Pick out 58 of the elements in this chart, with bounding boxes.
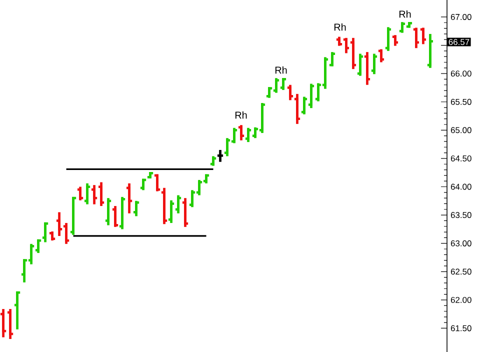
candlestick: [385, 26, 392, 52]
candlestick: [105, 196, 112, 226]
candlestick: [245, 126, 252, 144]
candlestick: [413, 26, 420, 50]
candlestick: [42, 221, 48, 244]
candlestick: [63, 222, 70, 246]
candlestick: [84, 182, 90, 206]
candlestick: [49, 230, 56, 242]
text: 66.57: [448, 39, 470, 45]
candlestick: [35, 238, 42, 254]
candlestick: [266, 86, 272, 100]
candlestick: [294, 92, 300, 126]
y-tick-label: 62.00: [450, 296, 472, 303]
candlestick: [112, 204, 118, 228]
candlestick: [336, 36, 342, 48]
annotation: Rh: [235, 111, 247, 119]
candlestick: [280, 76, 286, 92]
y-tick-label: 65.00: [450, 127, 472, 134]
y-tick-label: 63.00: [450, 240, 472, 246]
candlestick: [301, 96, 308, 116]
candlestick: [14, 290, 20, 331]
candlestick: [273, 76, 280, 94]
candlestick: [91, 184, 98, 206]
candlestick: [154, 173, 160, 192]
candlestick: [168, 199, 174, 224]
candlestick: [182, 196, 188, 228]
y-tick-label: 67.00: [450, 14, 472, 20]
candlestick: [238, 124, 244, 142]
y-tick-label: 61.50: [450, 325, 472, 332]
candlestick: [420, 26, 426, 46]
candlestick: [287, 84, 294, 102]
candlestick: [392, 34, 398, 48]
y-tick-label: 64.00: [450, 184, 472, 190]
candlestick: [7, 308, 14, 340]
candlestick: [343, 36, 350, 54]
y-tick-label: 64.50: [450, 155, 472, 162]
y-tick-label: 62.50: [450, 268, 472, 275]
candlestick: [175, 194, 182, 215]
y-tick-label: 66.00: [450, 70, 472, 77]
y-tick-label: 63.50: [450, 212, 472, 218]
candlestick: [210, 154, 216, 168]
candlestick: [378, 48, 384, 64]
candlestick: [371, 52, 378, 76]
candlestick: [133, 200, 140, 218]
candlestick: [98, 181, 104, 208]
candlestick: [357, 52, 364, 78]
candlestick: [126, 182, 132, 215]
candlestick: [217, 148, 224, 164]
candlestick: [0, 308, 6, 338]
candlestick: [77, 186, 84, 202]
candlestick: [308, 82, 314, 110]
annotation: Rh: [334, 23, 346, 31]
y-tick-label: 65.50: [450, 98, 472, 105]
candlestick: [399, 20, 406, 34]
candlestick: [329, 50, 336, 68]
candlestick: [56, 211, 62, 238]
annotation: Rh: [275, 66, 287, 74]
annotation: Rh: [399, 10, 411, 18]
